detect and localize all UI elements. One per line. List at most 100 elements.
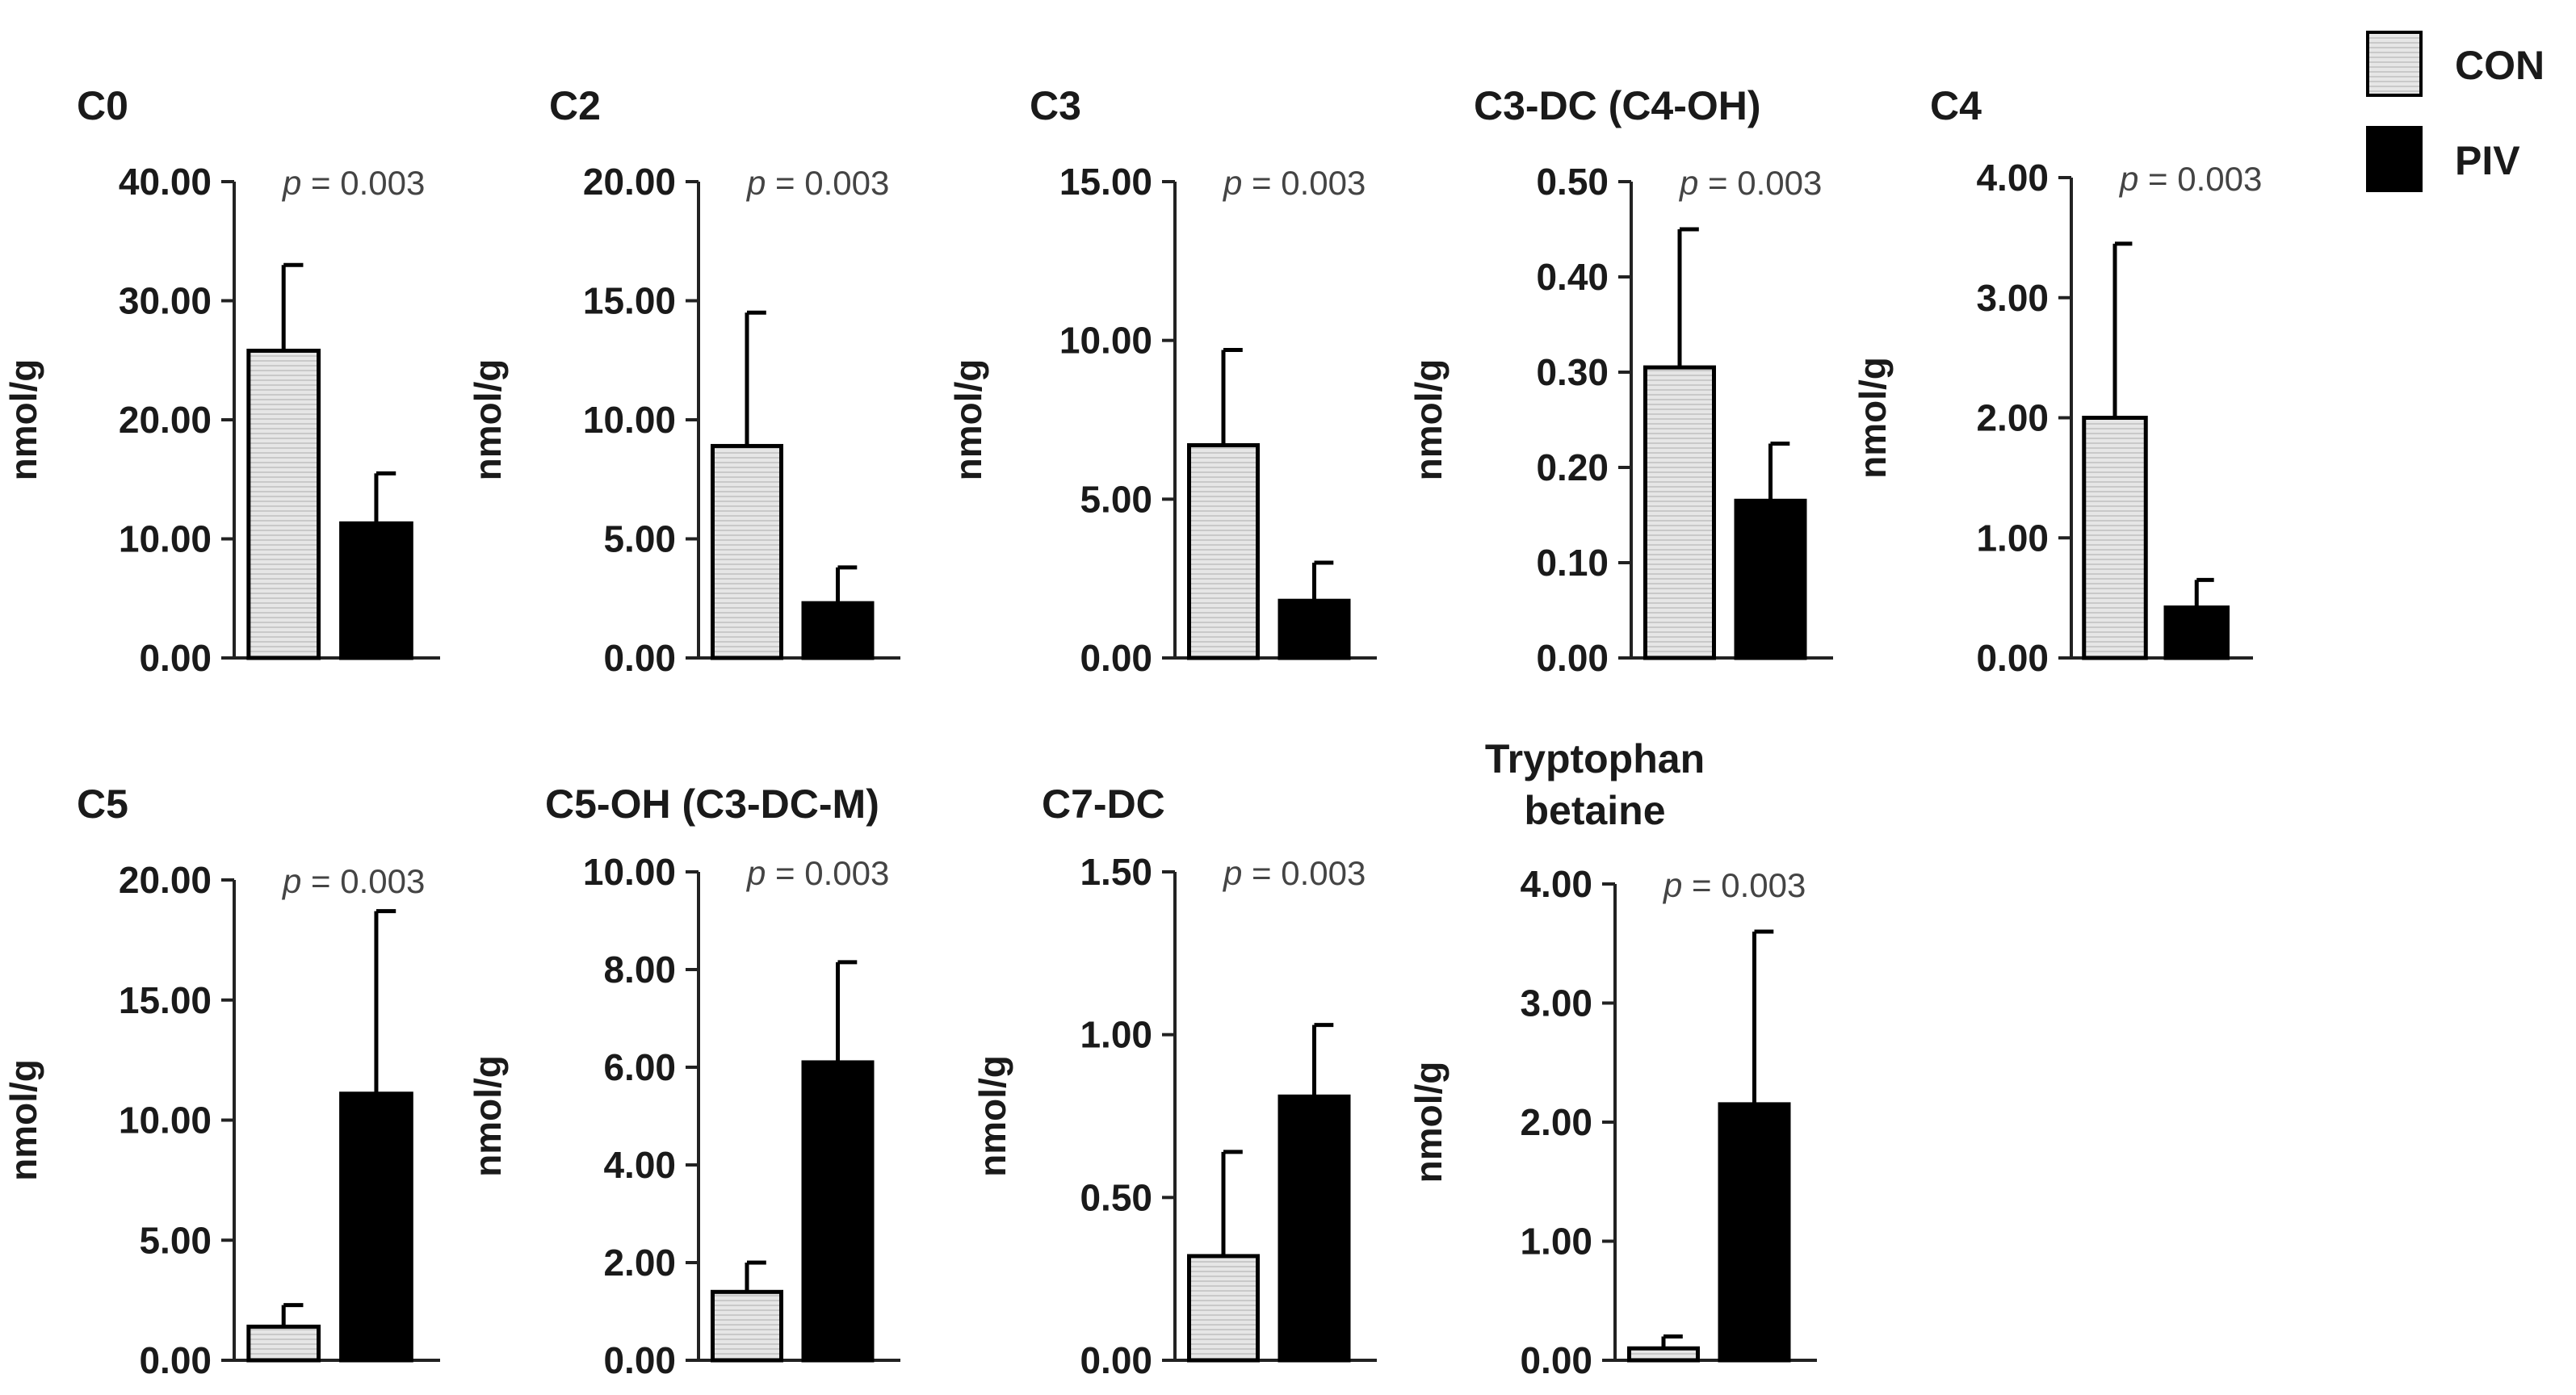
panel-7-ytick-label: 6.00 [603, 1046, 676, 1088]
panel-8-pvalue-symbol: p [1222, 854, 1242, 892]
panel-1-ytick-label: 0.00 [139, 637, 212, 679]
panel-6-ytick-label: 0.00 [139, 1339, 212, 1381]
panel-5-bar-con [2082, 416, 2148, 660]
panel-7-title: C5-OH (C3-DC-M) [545, 781, 879, 827]
panel-3-pvalue-text: = 0.003 [1242, 164, 1366, 202]
panel-8-ytick-label: 0.00 [1080, 1339, 1152, 1381]
panel-6-ytick-label: 20.00 [119, 859, 212, 901]
panel-3-ylabel: nmol/g [947, 359, 989, 481]
panel-8-title: C7-DC [1042, 781, 1165, 827]
panel-4-ytick-label: 0.50 [1536, 161, 1609, 203]
panel-7-ytick-label: 0.00 [603, 1339, 676, 1381]
panel-1-bar-piv [339, 521, 413, 660]
panel-8-ylabel: nmol/g [971, 1055, 1013, 1177]
panel-9-ytick-label: 0.00 [1520, 1339, 1592, 1381]
panel-9-pvalue-symbol: p [1662, 866, 1682, 904]
panel-9-ytick-label: 3.00 [1520, 982, 1592, 1024]
panel-6-ytick-label: 5.00 [139, 1219, 212, 1261]
legend-item-con: CON [2366, 31, 2568, 103]
panel-4-ytick-label: 0.20 [1536, 446, 1609, 488]
panel-7-bar-piv [801, 1060, 875, 1363]
panel-8-ytick-label: 0.50 [1080, 1176, 1152, 1218]
panel-9-bar-piv [1718, 1102, 1791, 1363]
panel-8-pvalue: p = 0.003 [1222, 854, 1366, 892]
panel-4-pvalue: p = 0.003 [1678, 164, 1822, 202]
panel-7-pvalue-text: = 0.003 [766, 854, 889, 892]
panel-7-pvalue-symbol: p [745, 854, 766, 892]
panel-2-ytick-label: 20.00 [583, 161, 676, 203]
panel-4-ylabel: nmol/g [1408, 359, 1450, 481]
panel-5-ytick-label: 4.00 [1976, 157, 2049, 199]
panel-1-ytick-label: 10.00 [119, 518, 212, 560]
panel-7-ytick-label: 10.00 [583, 851, 676, 893]
panel-9-pvalue-text: = 0.003 [1682, 866, 1806, 904]
panel-8-ytick-label: 1.00 [1080, 1014, 1152, 1056]
panel-3-pvalue-symbol: p [1222, 164, 1242, 202]
legend-label-piv: PIV [2455, 138, 2520, 183]
panel-6-ylabel: nmol/g [2, 1059, 44, 1181]
panel-1-ytick-label: 20.00 [119, 399, 212, 441]
panel-3-ytick-label: 5.00 [1080, 478, 1152, 520]
panel-6-ytick-label: 15.00 [119, 979, 212, 1021]
panel-1-pvalue-text: = 0.003 [301, 164, 425, 202]
panel-4-pvalue-text: = 0.003 [1698, 164, 1822, 202]
panel-4-bar-con [1643, 365, 1716, 660]
panel-6-bar-con [246, 1324, 321, 1363]
panel-6-pvalue-symbol: p [281, 862, 301, 900]
panel-3-bar-con [1187, 442, 1260, 660]
panel-5-bar-piv [2163, 605, 2230, 660]
panel-6-bar-piv [339, 1091, 413, 1363]
panel-4-ytick-label: 0.00 [1536, 637, 1609, 679]
panel-8-ytick-label: 1.50 [1080, 851, 1152, 893]
legend-label-con: CON [2455, 43, 2545, 88]
panel-4-bar-piv [1734, 498, 1807, 660]
panel-3-pvalue: p = 0.003 [1222, 164, 1366, 202]
panel-3-bar-piv [1278, 598, 1351, 660]
panel-1-ytick-label: 30.00 [119, 280, 212, 322]
panel-6-pvalue: p = 0.003 [281, 862, 425, 900]
panel-1-ylabel: nmol/g [2, 359, 44, 481]
panel-3-ytick-label: 10.00 [1059, 320, 1152, 362]
panel-2-bar-piv [801, 601, 875, 660]
panel-5-pvalue: p = 0.003 [2118, 160, 2262, 198]
panel-8-bar-con [1187, 1254, 1260, 1363]
panel-1-ytick-label: 40.00 [119, 161, 212, 203]
panel-7-ytick-label: 4.00 [603, 1144, 676, 1186]
panel-6-title: C5 [77, 781, 128, 827]
panel-4-ytick-label: 0.30 [1536, 351, 1609, 393]
panel-4-title: C3-DC (C4-OH) [1474, 83, 1761, 128]
panel-5-pvalue-symbol: p [2118, 160, 2138, 198]
legend-item-piv: PIV [2366, 126, 2568, 199]
panel-5-ytick-label: 0.00 [1976, 637, 2049, 679]
panel-7-ytick-label: 8.00 [603, 949, 676, 991]
panel-9-title: Tryptophan [1485, 736, 1705, 781]
panel-9-title: betaine [1524, 788, 1665, 833]
panel-9-ylabel: nmol/g [1408, 1062, 1450, 1183]
panel-7-ylabel: nmol/g [467, 1055, 509, 1177]
panel-4-pvalue-symbol: p [1678, 164, 1698, 202]
panel-7-ytick-label: 2.00 [603, 1242, 676, 1284]
panel-3-ytick-label: 0.00 [1080, 637, 1152, 679]
panel-9-ytick-label: 2.00 [1520, 1101, 1592, 1143]
legend: CON PIV [2366, 31, 2568, 208]
panel-2-bar-con [711, 443, 783, 660]
panel-1-pvalue-symbol: p [281, 164, 301, 202]
panel-2-ytick-label: 5.00 [603, 518, 676, 560]
panel-1-title: C0 [77, 83, 128, 128]
panel-7-pvalue: p = 0.003 [745, 854, 889, 892]
panel-9-pvalue: p = 0.003 [1662, 866, 1806, 904]
panel-4-ytick-label: 0.10 [1536, 542, 1609, 584]
panel-2-ylabel: nmol/g [467, 359, 509, 481]
legend-swatch-con [2366, 31, 2423, 97]
panel-1-pvalue: p = 0.003 [281, 164, 425, 202]
panel-9-ytick-label: 1.00 [1520, 1221, 1592, 1263]
panel-5-pvalue-text: = 0.003 [2138, 160, 2262, 198]
legend-swatch-piv [2366, 126, 2423, 192]
panel-5-ytick-label: 3.00 [1976, 277, 2049, 319]
panel-4-ytick-label: 0.40 [1536, 256, 1609, 298]
panel-2-pvalue-text: = 0.003 [766, 164, 889, 202]
panel-5-ytick-label: 1.00 [1976, 517, 2049, 559]
panel-6-ytick-label: 10.00 [119, 1100, 212, 1142]
panel-9-bar-con [1627, 1346, 1700, 1363]
panel-3-title: C3 [1030, 83, 1081, 128]
